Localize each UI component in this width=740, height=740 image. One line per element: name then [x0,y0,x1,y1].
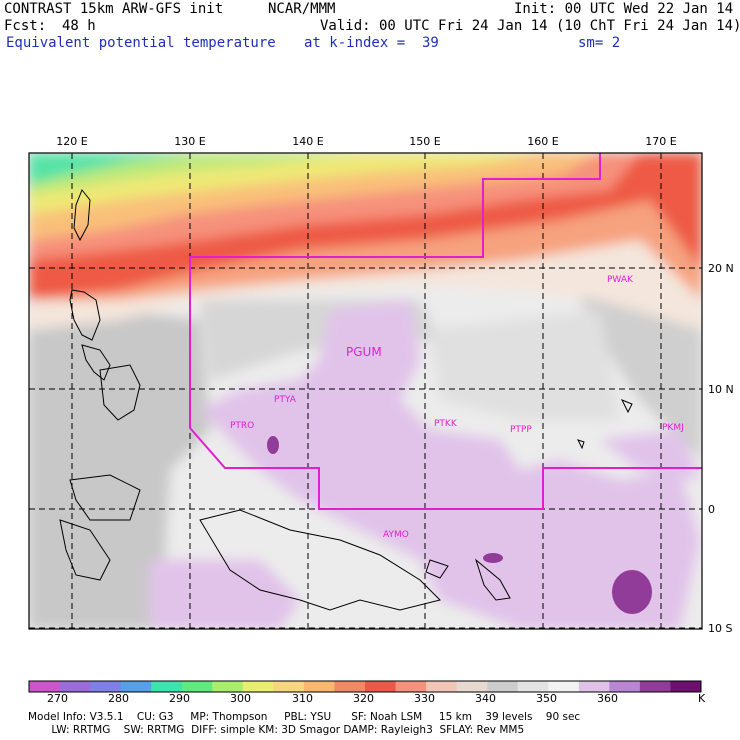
lat-lon-grid [29,153,702,629]
station-label: PTPP [510,425,532,435]
station-label: PTKK [434,419,458,429]
station-label: PKMJ [662,423,684,433]
colorbar-label: 360 [597,692,618,705]
lon-labels: 120 E 130 E 140 E 150 E 160 E 170 E [56,135,676,148]
colorbar-swatch [59,681,91,692]
colorbar-swatch [517,681,549,692]
colorbar-swatch [273,681,305,692]
high-theta-patch [612,570,652,614]
coastlines [59,189,633,611]
colorbar-label: 310 [292,692,313,705]
colorbar-label: 350 [536,692,557,705]
colorbar-swatch [365,681,397,692]
colorbar-swatch [578,681,610,692]
valid-time: Valid: 00 UTC Fri 24 Jan 14 (10 ChT Fri … [320,18,740,34]
colorbar-swatch [120,681,152,692]
lon-label: 150 E [409,135,440,148]
forecast-label: Fcst: [4,18,47,34]
colorbar-swatch [181,681,213,692]
lon-label: 120 E [56,135,87,148]
station-label: PTYA [274,395,297,405]
colorbar-label: 340 [475,692,496,705]
level-info: at k-index = 39 [304,35,439,51]
colorbar-frame [28,680,702,693]
lat-labels: 20 N 10 N 0 10 S [708,262,734,635]
org-label: NCAR/MMM [268,1,336,17]
high-theta-patch [483,553,503,563]
station-label: PTRO [230,421,254,431]
forecast-hour: 48 h [62,18,96,34]
lat-label: 10 S [708,622,732,635]
model-title: CONTRAST 15km ARW-GFS init [4,1,224,17]
colorbar [28,680,702,693]
colorbar-swatch [151,681,183,692]
colorbar-swatch [639,681,671,692]
colorbar-swatch [303,681,335,692]
colorbar-swatch [670,681,702,692]
lat-label: 0 [708,503,715,516]
colorbar-swatch [334,681,366,692]
colorbar-swatch [90,681,122,692]
init-time: Init: 00 UTC Wed 22 Jan 14 [514,1,734,17]
map-frame [28,152,703,630]
colorbar-swatch [426,681,458,692]
station-label: PGUM [346,345,382,359]
field-name: Equivalent potential temperature [6,35,276,51]
colorbar-label: 320 [353,692,374,705]
station-label: PWAK [607,275,634,285]
colorbar-label: 330 [414,692,435,705]
colorbar-label: 300 [230,692,251,705]
model-info-line1: Model Info: V3.5.1 CU: G3 MP: Thompson P… [28,711,581,723]
colorbar-swatch [456,681,488,692]
colorbar-unit: K [698,692,706,705]
station-label: AYMO [383,530,409,540]
lon-label: 170 E [645,135,676,148]
smoothing-info: sm= 2 [578,35,621,51]
lat-label: 20 N [708,262,734,275]
colorbar-swatch [242,681,274,692]
colorbar-swatch [487,681,519,692]
lon-label: 160 E [527,135,558,148]
high-theta-patch [267,436,279,454]
model-info-line2: LW: RRTMG SW: RRTMG DIFF: simple KM: 3D … [28,724,525,736]
colorbar-swatch [548,681,580,692]
colorbar-swatch [212,681,244,692]
colorbar-swatch [395,681,427,692]
lon-label: 140 E [292,135,323,148]
station-labels: PWAK PGUM PTYA PTRO PTKK PTPP PKMJ AYMO [230,275,684,540]
colorbar-label: 280 [108,692,129,705]
colorbar-swatch [29,681,61,692]
colorbar-label: 270 [47,692,68,705]
lon-label: 130 E [174,135,205,148]
region-boundary [189,153,702,510]
colorbar-label: 290 [169,692,190,705]
colorbar-swatch [609,681,641,692]
lat-label: 10 N [708,383,734,396]
theta-e-field [29,153,702,629]
